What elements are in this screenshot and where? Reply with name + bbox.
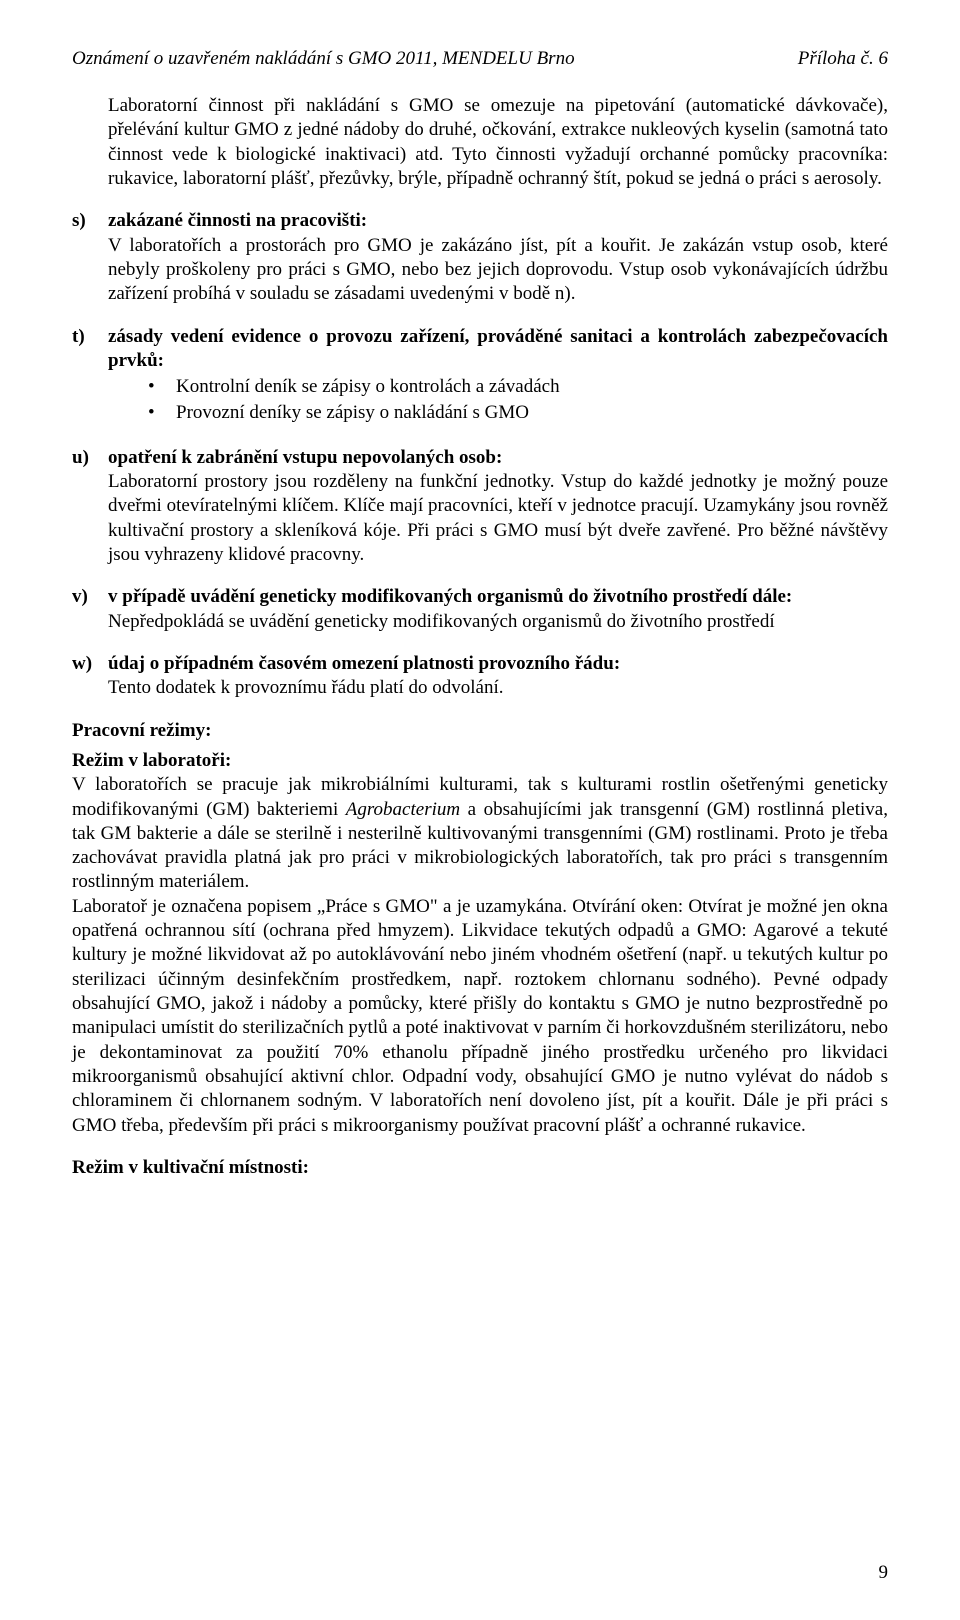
item-content: opatření k zabránění vstupu nepovolaných…: [108, 446, 888, 568]
item-content: údaj o případném časovém omezení platnos…: [108, 652, 888, 701]
item-marker: v): [72, 585, 108, 634]
item-title: zakázané činnosti na pracovišti:: [108, 210, 367, 231]
lab-body-italic: Agrobacterium: [346, 799, 460, 820]
item-content: zakázané činnosti na pracovišti: V labor…: [108, 209, 888, 306]
item-body: Tento dodatek k provoznímu řádu platí do…: [108, 677, 503, 698]
regimes-section: Pracovní režimy: Režim v laboratoři: V l…: [72, 719, 888, 1181]
item-marker: w): [72, 652, 108, 701]
bullet-item: • Kontrolní deník se zápisy o kontrolách…: [148, 375, 888, 399]
item-marker: t): [72, 325, 108, 428]
page-header: Oznámení o uzavřeném nakládání s GMO 201…: [72, 48, 888, 70]
intro-paragraph: Laboratorní činnost při nakládání s GMO …: [108, 94, 888, 191]
item-marker: u): [72, 446, 108, 568]
regimes-main-head: Pracovní režimy:: [72, 719, 888, 743]
regimes-lab-head: Režim v laboratoři:: [72, 749, 888, 773]
bullet-item: • Provozní deníky se zápisy o nakládání …: [148, 401, 888, 425]
header-left: Oznámení o uzavřeném nakládání s GMO 201…: [72, 48, 575, 70]
list-item-v: v) v případě uvádění geneticky modifikov…: [72, 585, 888, 634]
item-title: údaj o případném časovém omezení platnos…: [108, 653, 620, 674]
bullet-list: • Kontrolní deník se zápisy o kontrolách…: [148, 375, 888, 426]
list-item-w: w) údaj o případném časovém omezení plat…: [72, 652, 888, 701]
list-item-s: s) zakázané činnosti na pracovišti: V la…: [72, 209, 888, 306]
header-right: Příloha č. 6: [798, 48, 888, 70]
bullet-icon: •: [148, 375, 176, 399]
regimes-lab-para: V laboratořích se pracuje jak mikrobiáln…: [72, 773, 888, 895]
bullet-icon: •: [148, 401, 176, 425]
item-body: Laboratorní prostory jsou rozděleny na f…: [108, 471, 888, 565]
bullet-text: Kontrolní deník se zápisy o kontrolách a…: [176, 375, 888, 399]
item-content: zásady vedení evidence o provozu zařízen…: [108, 325, 888, 428]
item-content: v případě uvádění geneticky modifikovaný…: [108, 585, 888, 634]
item-body: V laboratořích a prostorách pro GMO je z…: [108, 235, 888, 305]
item-title: v případě uvádění geneticky modifikovaný…: [108, 586, 792, 607]
regimes-lab-para2: Laboratoř je označena popisem „Práce s G…: [72, 895, 888, 1138]
bullet-text: Provozní deníky se zápisy o nakládání s …: [176, 401, 888, 425]
page-number: 9: [879, 1562, 889, 1584]
list-item-u: u) opatření k zabránění vstupu nepovolan…: [72, 446, 888, 568]
regimes-cult-head: Režim v kultivační místnosti:: [72, 1156, 888, 1180]
item-marker: s): [72, 209, 108, 306]
item-title: opatření k zabránění vstupu nepovolaných…: [108, 447, 502, 468]
document-page: Oznámení o uzavřeném nakládání s GMO 201…: [0, 0, 960, 1620]
item-title: zásady vedení evidence o provozu zařízen…: [108, 326, 888, 371]
list-item-t: t) zásady vedení evidence o provozu zaří…: [72, 325, 888, 428]
item-body: Nepředpokládá se uvádění geneticky modif…: [108, 611, 775, 632]
